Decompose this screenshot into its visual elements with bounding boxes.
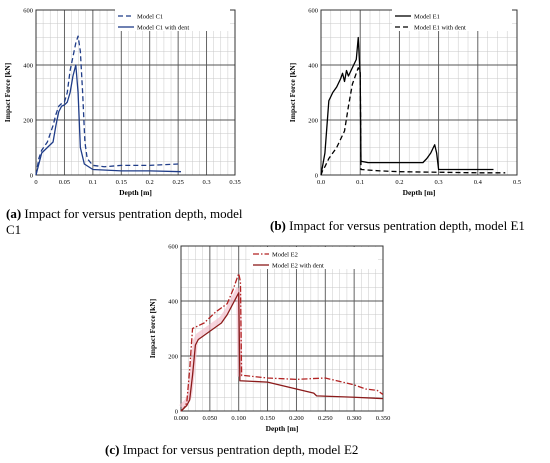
x-tick-label: 0.1	[356, 179, 364, 186]
x-tick-label: 0.2	[395, 179, 403, 186]
y-axis-label: Impact Force [kN]	[148, 299, 157, 358]
y-tick-label: 400	[308, 62, 318, 69]
x-tick-label: 0.300	[347, 415, 362, 422]
y-tick-label: 0	[175, 408, 178, 415]
legend-label-1: Model E1	[414, 13, 440, 20]
series-line-2	[180, 292, 384, 412]
caption-a: (a) Impact for versus pentration depth, …	[6, 206, 251, 238]
legend-background	[115, 9, 230, 31]
legend-background	[250, 247, 378, 269]
chart-panel-c1: 0 0.05 0.1 0.15 0.2 0.25 0.3 0.35 0 200 400 600 Dept…	[0, 0, 260, 200]
caption-b-label: (b)	[270, 218, 286, 233]
x-tick-label: 0.200	[289, 415, 304, 422]
caption-a-label: (a)	[6, 206, 22, 221]
y-tick-label: 600	[168, 243, 178, 250]
y-tick-label: 0	[30, 172, 33, 179]
caption-b-text: Impact for versus pentration depth, mode…	[285, 218, 525, 233]
y-axis-label: Impact Force [kN]	[3, 63, 12, 122]
caption-c: (c) Impact for versus pentration depth, …	[105, 442, 445, 458]
x-tick-label: 0.1	[89, 179, 97, 186]
x-tick-label: 0.000	[174, 415, 189, 422]
x-axis-label: Depth [m]	[403, 188, 436, 197]
legend-background	[392, 9, 512, 31]
x-tick-label: 0.0	[317, 179, 325, 186]
legend-label-1: Model E2	[272, 251, 298, 258]
legend: Model E1 Model E1 with dent	[392, 9, 512, 31]
caption-c-label: (c)	[105, 442, 120, 457]
x-tick-label: 0.5	[513, 179, 521, 186]
chart-e2: 0.000 0.050 0.100 0.150 0.200 0.250 0.300 0.350…	[148, 243, 391, 433]
legend-label-2: Model E2 with dent	[272, 262, 324, 269]
y-tick-label: 600	[308, 7, 318, 14]
x-tick-label: 0.05	[59, 179, 70, 186]
series-line-1	[320, 36, 494, 176]
x-axis-label: Depth [m]	[119, 188, 152, 197]
legend: Model C1 Model C1 with dent	[115, 9, 230, 31]
x-tick-label: 0.3	[203, 179, 211, 186]
x-tick-label: 0.250	[318, 415, 333, 422]
y-axis-label: Impact Force [kN]	[288, 63, 297, 122]
legend-label-2: Model E1 with dent	[414, 24, 466, 31]
legend-label-1: Model C1	[137, 13, 163, 20]
caption-b: (b) Impact for versus pentration depth, …	[270, 218, 550, 234]
grid	[35, 9, 236, 176]
plot-frame	[180, 245, 384, 412]
chart-e1: 0.0 0.1 0.2 0.3 0.4 0.5 0 200 400 600 Depth [m] Imp…	[288, 7, 521, 197]
x-tick-label: 0	[34, 179, 37, 186]
caption-c-text: Impact for versus pentration depth, mode…	[119, 442, 359, 457]
series-line-1	[180, 272, 384, 412]
y-tick-label: 200	[168, 353, 178, 360]
y-tick-label: 200	[308, 117, 318, 124]
x-tick-label: 0.3	[435, 179, 443, 186]
chart-panel-e2: 0.000 0.050 0.100 0.150 0.200 0.250 0.300 0.350…	[145, 236, 400, 441]
series-line-2	[320, 67, 506, 176]
y-tick-label: 0	[315, 172, 318, 179]
series-line-1	[35, 35, 179, 176]
y-tick-label: 400	[23, 62, 33, 69]
legend-label-2: Model C1 with dent	[137, 24, 189, 31]
chart-c1: 0 0.05 0.1 0.15 0.2 0.25 0.3 0.35 0 200 400 600 Dept…	[3, 7, 241, 197]
legend: Model E2 Model E2 with dent	[250, 247, 378, 269]
x-tick-label: 0.150	[260, 415, 275, 422]
y-tick-label: 200	[23, 117, 33, 124]
x-tick-label: 0.35	[229, 179, 240, 186]
caption-a-text: Impact for versus pentration depth, mode…	[6, 206, 243, 237]
x-tick-label: 0.100	[231, 415, 246, 422]
x-tick-label: 0.4	[474, 179, 483, 186]
x-tick-label: 0.2	[146, 179, 154, 186]
x-axis-label: Depth [m]	[266, 424, 299, 433]
series-line-2	[35, 64, 182, 176]
y-tick-label: 600	[23, 7, 33, 14]
x-tick-label: 0.25	[172, 179, 183, 186]
chart-panel-e1: 0.0 0.1 0.2 0.3 0.4 0.5 0 200 400 600 Depth [m] Imp…	[285, 0, 550, 200]
x-tick-label: 0.350	[376, 415, 391, 422]
x-tick-label: 0.050	[203, 415, 218, 422]
x-tick-label: 0.15	[116, 179, 127, 186]
y-tick-label: 400	[168, 298, 178, 305]
